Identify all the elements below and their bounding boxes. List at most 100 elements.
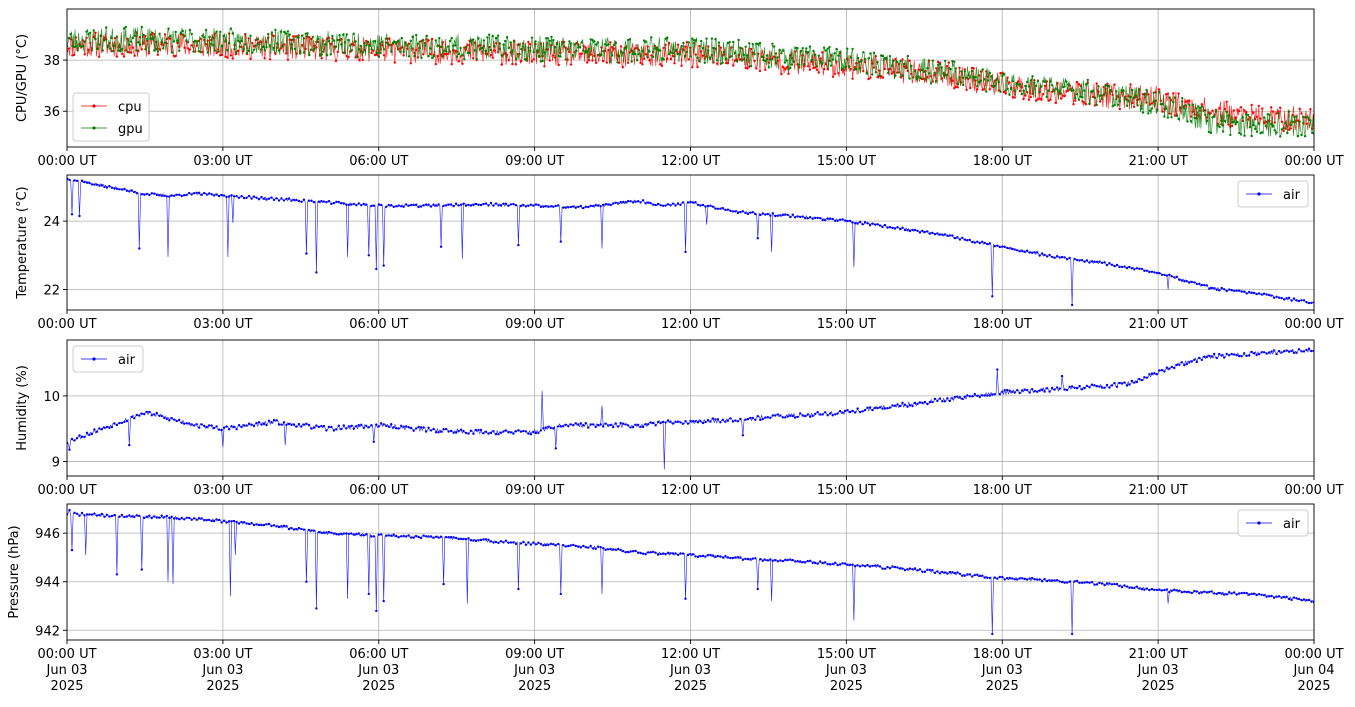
data-point	[474, 539, 478, 543]
data-point	[853, 565, 857, 568]
data-point	[773, 55, 776, 59]
data-point	[365, 203, 368, 206]
data-point	[280, 197, 283, 200]
data-point	[639, 425, 642, 428]
data-point	[1011, 96, 1015, 99]
data-point	[1011, 390, 1014, 393]
data-point	[1048, 253, 1051, 257]
data-point	[509, 203, 513, 206]
data-point	[185, 516, 188, 519]
data-point	[489, 201, 493, 205]
data-point	[893, 227, 897, 230]
data-point	[1098, 385, 1101, 388]
data-point	[629, 200, 632, 203]
data-point	[871, 222, 874, 225]
data-point	[236, 39, 240, 42]
data-point	[967, 74, 970, 77]
data-point	[1190, 360, 1194, 363]
x-tick-label: 15:00 UT	[817, 483, 876, 498]
data-point	[349, 44, 352, 47]
data-point	[1001, 245, 1004, 248]
data-point	[840, 67, 844, 70]
data-point	[1026, 249, 1029, 252]
data-point	[981, 240, 984, 243]
data-point	[609, 423, 612, 427]
data-point	[156, 53, 160, 56]
data-point	[1248, 126, 1252, 129]
data-point	[878, 224, 882, 227]
data-point	[1290, 299, 1293, 302]
data-point	[336, 50, 339, 54]
data-point	[287, 197, 291, 200]
data-point	[1252, 124, 1255, 127]
data-point	[978, 395, 981, 399]
data-point	[589, 544, 592, 548]
data-point	[819, 560, 822, 563]
data-point	[1122, 89, 1125, 93]
data-point	[1198, 106, 1202, 110]
data-point	[641, 425, 645, 429]
data-point	[308, 53, 311, 57]
data-point	[464, 45, 468, 49]
data-point	[967, 77, 970, 81]
data-point	[1111, 105, 1114, 108]
data-point	[381, 40, 384, 44]
data-point	[1145, 587, 1149, 590]
data-point	[1270, 294, 1273, 297]
data-point	[334, 45, 338, 48]
data-point	[200, 193, 203, 196]
data-point	[785, 59, 788, 62]
data-point	[911, 568, 914, 571]
data-point	[99, 34, 103, 38]
data-point	[468, 51, 471, 55]
data-point	[868, 224, 872, 227]
data-point	[286, 30, 290, 33]
data-point	[1160, 369, 1164, 372]
data-point	[237, 424, 241, 427]
data-point	[954, 85, 958, 89]
data-point	[120, 513, 124, 517]
data-point	[926, 568, 929, 571]
data-point	[694, 39, 697, 42]
data-point	[461, 54, 464, 57]
data-point	[562, 45, 566, 48]
data-point	[362, 426, 365, 430]
data-point	[88, 181, 91, 185]
data-point	[711, 205, 715, 208]
data-point	[1232, 121, 1236, 124]
data-point	[1053, 256, 1056, 259]
data-point	[524, 430, 528, 433]
data-point	[1246, 113, 1250, 117]
data-point	[1105, 582, 1109, 585]
data-point	[1293, 115, 1296, 119]
data-point	[302, 423, 306, 426]
data-point	[1200, 105, 1204, 108]
data-point	[422, 534, 425, 537]
data-point	[584, 46, 587, 49]
data-point	[578, 46, 582, 49]
data-point	[287, 527, 291, 531]
data-point	[908, 567, 912, 570]
data-point	[1133, 268, 1136, 271]
data-point	[603, 43, 607, 46]
data-point	[416, 56, 420, 59]
data-point	[524, 205, 528, 208]
x-tick-label: 03:00 UT	[193, 483, 252, 498]
data-point	[190, 518, 193, 521]
data-point	[386, 42, 389, 45]
data-point	[886, 226, 889, 229]
data-point	[599, 546, 602, 549]
data-point	[208, 192, 211, 195]
data-point	[1160, 589, 1164, 592]
data-point	[1309, 119, 1312, 122]
data-point	[504, 202, 508, 205]
data-point	[567, 425, 570, 428]
data-point	[262, 197, 266, 200]
data-point	[1238, 592, 1241, 595]
data-point	[1189, 120, 1193, 123]
data-point	[1183, 364, 1186, 367]
data-point	[936, 232, 939, 235]
data-point	[753, 59, 756, 63]
data-point	[796, 46, 799, 50]
data-point	[539, 542, 543, 546]
